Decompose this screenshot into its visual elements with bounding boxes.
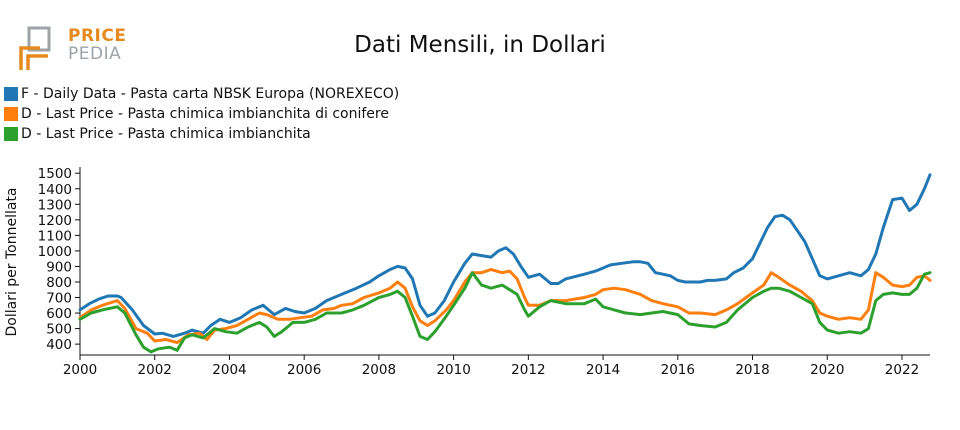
y-tick-label: 1500	[38, 166, 72, 182]
chart-series-lines	[78, 173, 932, 354]
legend-label-nbsk: F - Daily Data - Pasta carta NBSK Europa…	[21, 86, 400, 102]
series-line-conifere	[78, 268, 932, 345]
x-tick-label: 2022	[885, 362, 919, 378]
y-tick-label: 1100	[38, 228, 72, 244]
pricepedia-logo-icon	[19, 26, 51, 70]
legend-item-conifere[interactable]: D - Last Price - Pasta chimica imbianchi…	[4, 104, 399, 124]
y-axis-label: Dollari per Tonnellata	[4, 187, 20, 336]
chart-axes: 4005006007008009001000110012001300140015…	[38, 166, 930, 378]
y-tick-label: 400	[46, 337, 72, 353]
x-tick-label: 2008	[362, 362, 396, 378]
y-tick-label: 900	[46, 259, 72, 275]
pricepedia-logo: PRICE PEDIA	[18, 26, 128, 74]
legend-label-imbianchita: D - Last Price - Pasta chimica imbianchi…	[21, 126, 311, 142]
logo-word-pedia: PEDIA	[68, 44, 122, 64]
y-tick-label: 1200	[38, 213, 72, 229]
y-tick-label: 600	[46, 306, 72, 322]
series-line-nbsk	[78, 173, 932, 338]
y-tick-label: 800	[46, 275, 72, 291]
legend-item-nbsk[interactable]: F - Daily Data - Pasta carta NBSK Europa…	[4, 84, 399, 104]
legend-label-conifere: D - Last Price - Pasta chimica imbianchi…	[21, 106, 389, 122]
x-tick-label: 2002	[138, 362, 172, 378]
legend-swatch-nbsk	[4, 87, 18, 101]
chart-legend: F - Daily Data - Pasta carta NBSK Europa…	[4, 84, 399, 144]
x-tick-label: 2006	[287, 362, 321, 378]
legend-item-imbianchita[interactable]: D - Last Price - Pasta chimica imbianchi…	[4, 124, 399, 144]
y-tick-label: 1300	[38, 197, 72, 213]
series-line-imbianchita	[78, 271, 932, 354]
y-tick-label: 1000	[38, 244, 72, 260]
x-tick-label: 2010	[436, 362, 470, 378]
x-tick-label: 2018	[735, 362, 769, 378]
x-tick-label: 2000	[63, 362, 97, 378]
y-tick-label: 700	[46, 291, 72, 307]
x-tick-label: 2012	[511, 362, 545, 378]
chart-title: Dati Mensili, in Dollari	[354, 32, 606, 58]
y-tick-label: 1400	[38, 182, 72, 198]
y-tick-label: 500	[46, 322, 72, 338]
x-tick-label: 2004	[212, 362, 246, 378]
legend-swatch-conifere	[4, 107, 18, 121]
logo-word-price: PRICE	[68, 26, 127, 46]
legend-swatch-imbianchita	[4, 127, 18, 141]
x-tick-label: 2014	[586, 362, 620, 378]
x-tick-label: 2016	[661, 362, 695, 378]
x-tick-label: 2020	[810, 362, 844, 378]
